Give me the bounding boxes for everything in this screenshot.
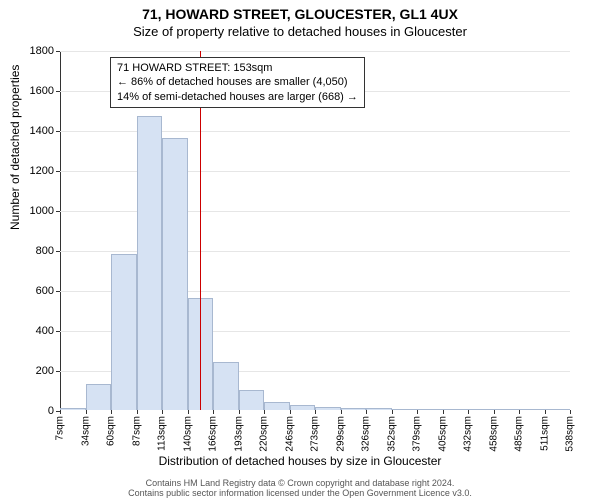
histogram-bar	[60, 408, 86, 410]
ytick-mark	[56, 291, 60, 292]
xtick-mark	[162, 410, 163, 414]
xtick-mark	[264, 410, 265, 414]
xtick-label: 458sqm	[488, 416, 499, 452]
xtick-label: 140sqm	[182, 416, 193, 452]
grid-line	[60, 51, 570, 52]
histogram-bar	[315, 407, 341, 410]
ytick-label: 600	[14, 285, 54, 297]
chart-title-address: 71, HOWARD STREET, GLOUCESTER, GL1 4UX	[0, 0, 600, 22]
xtick-mark	[111, 410, 112, 414]
histogram-bar	[468, 409, 494, 410]
xtick-mark	[86, 410, 87, 414]
xtick-mark	[213, 410, 214, 414]
ytick-label: 400	[14, 325, 54, 337]
ytick-label: 200	[14, 365, 54, 377]
histogram-bar	[239, 390, 265, 410]
xtick-label: 113sqm	[157, 416, 168, 451]
ytick-label: 1200	[14, 165, 54, 177]
xtick-label: 538sqm	[565, 416, 576, 452]
xtick-label: 511sqm	[539, 416, 550, 451]
xtick-mark	[443, 410, 444, 414]
x-axis-label: Distribution of detached houses by size …	[0, 454, 600, 468]
xtick-label: 87sqm	[131, 416, 142, 446]
y-axis-line	[60, 51, 61, 410]
xtick-mark	[188, 410, 189, 414]
xtick-label: 220sqm	[259, 416, 270, 452]
ytick-mark	[56, 91, 60, 92]
histogram-bar	[494, 409, 520, 410]
ytick-mark	[56, 171, 60, 172]
xtick-mark	[315, 410, 316, 414]
xtick-mark	[519, 410, 520, 414]
annotation-line2: ← 86% of detached houses are smaller (4,…	[117, 75, 358, 89]
annotation-line1: 71 HOWARD STREET: 153sqm	[117, 61, 358, 75]
histogram-bar	[519, 409, 545, 410]
xtick-mark	[290, 410, 291, 414]
copyright-line1: Contains HM Land Registry data © Crown c…	[0, 478, 600, 488]
copyright-text: Contains HM Land Registry data © Crown c…	[0, 478, 600, 498]
histogram-bar	[443, 409, 469, 410]
histogram-bar	[392, 409, 418, 410]
histogram-bar	[137, 116, 163, 410]
xtick-label: 166sqm	[208, 416, 219, 452]
xtick-mark	[60, 410, 61, 414]
xtick-label: 34sqm	[80, 416, 91, 446]
xtick-mark	[570, 410, 571, 414]
plot-inner: 0200400600800100012001400160018007sqm34s…	[60, 50, 570, 410]
chart-container: 71, HOWARD STREET, GLOUCESTER, GL1 4UX S…	[0, 0, 600, 500]
ytick-label: 800	[14, 245, 54, 257]
ytick-mark	[56, 131, 60, 132]
ytick-mark	[56, 251, 60, 252]
xtick-mark	[137, 410, 138, 414]
ytick-mark	[56, 51, 60, 52]
xtick-label: 326sqm	[361, 416, 372, 452]
histogram-bar	[366, 408, 392, 410]
xtick-label: 193sqm	[233, 416, 244, 452]
xtick-mark	[239, 410, 240, 414]
xtick-label: 485sqm	[514, 416, 525, 452]
histogram-bar	[545, 409, 571, 410]
histogram-bar	[341, 408, 367, 410]
histogram-bar	[162, 138, 188, 410]
xtick-label: 432sqm	[463, 416, 474, 452]
ytick-mark	[56, 371, 60, 372]
xtick-label: 7sqm	[55, 416, 66, 440]
xtick-mark	[341, 410, 342, 414]
histogram-bar	[417, 409, 443, 410]
histogram-bar	[213, 362, 239, 410]
ytick-label: 1800	[14, 45, 54, 57]
ytick-label: 1000	[14, 205, 54, 217]
annotation-box: 71 HOWARD STREET: 153sqm← 86% of detache…	[110, 57, 365, 108]
histogram-bar	[111, 254, 137, 410]
plot-area: 0200400600800100012001400160018007sqm34s…	[60, 50, 570, 410]
xtick-label: 352sqm	[386, 416, 397, 452]
xtick-mark	[366, 410, 367, 414]
histogram-bar	[86, 384, 112, 410]
xtick-label: 405sqm	[437, 416, 448, 452]
xtick-mark	[417, 410, 418, 414]
xtick-label: 379sqm	[412, 416, 423, 452]
xtick-mark	[468, 410, 469, 414]
xtick-label: 299sqm	[335, 416, 346, 452]
histogram-bar	[264, 402, 290, 410]
annotation-line3: 14% of semi-detached houses are larger (…	[117, 90, 358, 104]
ytick-label: 1600	[14, 85, 54, 97]
xtick-mark	[545, 410, 546, 414]
chart-subtitle: Size of property relative to detached ho…	[0, 22, 600, 39]
xtick-label: 273sqm	[310, 416, 321, 452]
ytick-mark	[56, 211, 60, 212]
ytick-label: 0	[14, 405, 54, 417]
ytick-mark	[56, 331, 60, 332]
ytick-label: 1400	[14, 125, 54, 137]
xtick-mark	[392, 410, 393, 414]
copyright-line2: Contains public sector information licen…	[0, 488, 600, 498]
histogram-bar	[290, 405, 316, 410]
xtick-label: 246sqm	[284, 416, 295, 452]
xtick-mark	[494, 410, 495, 414]
xtick-label: 60sqm	[106, 416, 117, 446]
